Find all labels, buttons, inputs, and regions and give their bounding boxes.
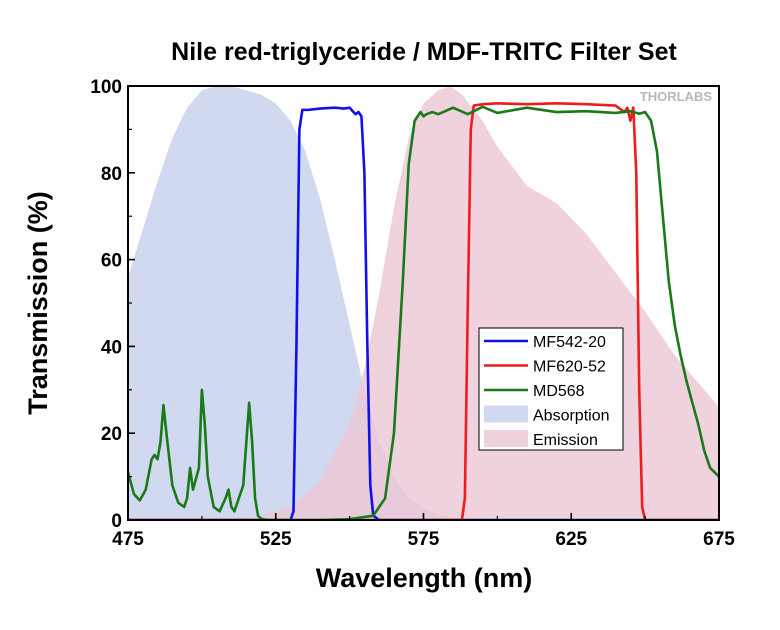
x-tick-label: 575	[408, 529, 440, 550]
series-line-mf542-20	[128, 106, 719, 520]
legend-item-emission: Emission	[484, 430, 598, 449]
legend-item-md568: MD568	[484, 383, 585, 400]
x-tick-label: 475	[112, 529, 144, 550]
legend-label: MD568	[533, 383, 585, 400]
x-tick-label: 675	[703, 529, 735, 550]
legend-item-mf620-52: MF620-52	[484, 359, 606, 376]
y-tick-label: 0	[111, 511, 122, 532]
series-line-mf620-52	[128, 102, 719, 520]
y-axis-label: Transmission (%)	[23, 191, 53, 415]
line-layer	[128, 102, 719, 520]
x-tick-label: 525	[260, 529, 292, 550]
legend-label: MF620-52	[533, 359, 606, 376]
area-absorption	[128, 86, 498, 520]
area-layer	[128, 86, 719, 520]
legend: MF542-20 MF620-52 MD568 Absorption Emission	[478, 327, 624, 451]
y-tick-label: 20	[101, 424, 122, 445]
legend-label: Absorption	[533, 408, 610, 425]
legend-swatch	[484, 405, 528, 423]
legend-swatch	[484, 430, 528, 447]
y-tick-label: 40	[101, 337, 122, 358]
x-axis-label: Wavelength (nm)	[316, 563, 533, 593]
legend-item-absorption: Absorption	[484, 405, 610, 425]
series-line-md568	[128, 105, 719, 520]
x-tick-label: 625	[555, 529, 587, 550]
watermark-logo: THORLABS	[640, 89, 713, 104]
axis-ticks: 475 525 575 625 675 0 20 40 60 80 100	[90, 77, 735, 550]
chart-title: Nile red-triglyceride / MDF-TRITC Filter…	[171, 38, 677, 66]
y-tick-label: 60	[101, 251, 122, 272]
y-tick-label: 100	[90, 77, 122, 98]
legend-item-mf542-20: MF542-20	[484, 334, 606, 351]
legend-label: MF542-20	[533, 334, 606, 351]
y-tick-label: 80	[101, 164, 122, 185]
legend-label: Emission	[533, 432, 598, 449]
